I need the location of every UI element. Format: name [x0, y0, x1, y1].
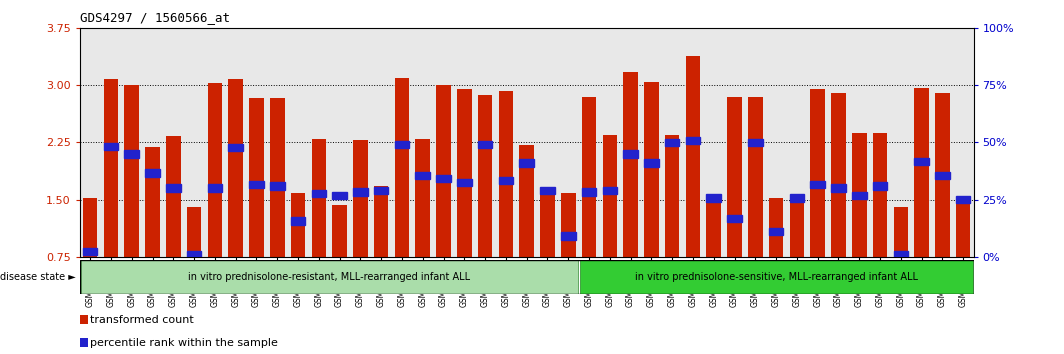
Bar: [124, 150, 139, 158]
Bar: [914, 158, 929, 165]
Bar: [789, 194, 804, 202]
Bar: [478, 95, 493, 257]
Bar: [811, 181, 825, 188]
Bar: [561, 233, 576, 240]
Bar: [166, 136, 181, 257]
Bar: [146, 147, 160, 257]
Bar: [769, 228, 783, 235]
Bar: [955, 196, 970, 203]
Bar: [373, 186, 388, 257]
Bar: [249, 98, 264, 257]
Bar: [728, 215, 742, 222]
Bar: [706, 198, 721, 257]
Bar: [270, 98, 284, 257]
Bar: [458, 89, 471, 257]
Bar: [624, 73, 638, 257]
Bar: [561, 194, 576, 257]
Bar: [748, 139, 763, 146]
Bar: [831, 184, 846, 192]
Bar: [665, 135, 680, 257]
Bar: [831, 93, 846, 257]
Bar: [914, 88, 929, 257]
Bar: [207, 184, 222, 192]
Bar: [312, 139, 326, 257]
Bar: [436, 175, 451, 182]
Bar: [290, 194, 305, 257]
Bar: [644, 159, 659, 167]
Bar: [519, 145, 534, 257]
Bar: [582, 188, 596, 196]
Bar: [541, 194, 554, 257]
Bar: [103, 79, 118, 257]
Bar: [852, 192, 866, 199]
Bar: [644, 82, 659, 257]
Bar: [395, 141, 410, 148]
Bar: [458, 179, 471, 187]
Bar: [83, 198, 98, 257]
Text: GDS4297 / 1560566_at: GDS4297 / 1560566_at: [80, 11, 230, 24]
Bar: [499, 177, 513, 184]
Bar: [146, 169, 160, 177]
Bar: [499, 91, 513, 257]
Bar: [872, 133, 887, 257]
Bar: [332, 205, 347, 257]
Bar: [373, 187, 388, 194]
Bar: [436, 85, 451, 257]
Bar: [685, 57, 700, 257]
Bar: [748, 97, 763, 257]
Text: disease state ►: disease state ►: [0, 272, 76, 282]
Bar: [811, 89, 825, 257]
Bar: [541, 187, 554, 194]
Bar: [872, 182, 887, 189]
Bar: [229, 144, 243, 152]
Bar: [187, 251, 201, 259]
Text: in vitro prednisolone-sensitive, MLL-rearranged infant ALL: in vitro prednisolone-sensitive, MLL-rea…: [634, 272, 917, 282]
Bar: [187, 207, 201, 257]
Bar: [207, 83, 222, 257]
Bar: [582, 97, 596, 257]
Bar: [124, 85, 139, 257]
Bar: [580, 260, 972, 294]
Bar: [415, 172, 430, 179]
Bar: [415, 139, 430, 257]
Bar: [103, 143, 118, 150]
Bar: [395, 78, 410, 257]
Text: transformed count: transformed count: [90, 315, 195, 325]
Bar: [624, 150, 638, 158]
Bar: [602, 187, 617, 194]
Bar: [270, 182, 284, 189]
Bar: [789, 198, 804, 257]
Bar: [353, 140, 368, 257]
Bar: [519, 159, 534, 167]
Bar: [852, 133, 866, 257]
Bar: [665, 139, 680, 146]
Bar: [478, 141, 493, 148]
Bar: [894, 207, 908, 257]
Bar: [332, 192, 347, 199]
Bar: [229, 79, 243, 257]
Bar: [81, 260, 578, 294]
Bar: [290, 217, 305, 224]
Bar: [312, 190, 326, 197]
Bar: [249, 181, 264, 188]
Text: in vitro prednisolone-resistant, MLL-rearranged infant ALL: in vitro prednisolone-resistant, MLL-rea…: [188, 272, 470, 282]
Text: percentile rank within the sample: percentile rank within the sample: [90, 338, 279, 348]
Bar: [935, 172, 950, 179]
Bar: [706, 194, 721, 202]
Bar: [166, 184, 181, 192]
Bar: [602, 135, 617, 257]
Bar: [685, 137, 700, 144]
Bar: [83, 248, 98, 255]
Bar: [769, 198, 783, 257]
Bar: [894, 251, 908, 258]
Bar: [935, 93, 950, 257]
Bar: [728, 97, 742, 257]
Bar: [955, 198, 970, 257]
Bar: [353, 188, 368, 196]
